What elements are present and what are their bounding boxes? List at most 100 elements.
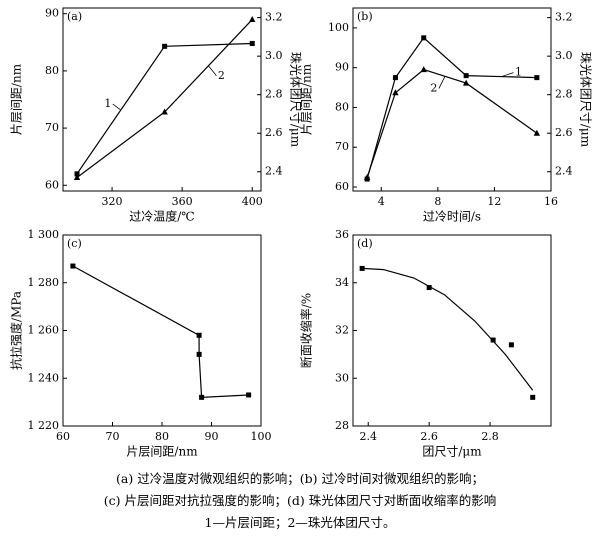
x-tick-label: 400: [242, 195, 263, 208]
data-point: [530, 394, 536, 400]
y-tick-label: 1 260: [28, 324, 60, 337]
plot-frame: [62, 234, 262, 427]
caption-line-3: 1—片层间距；2—珠光体团尺寸。: [204, 515, 396, 530]
x-tick-label: 90: [205, 430, 219, 443]
series-label-2: 2: [218, 69, 225, 82]
series-label-1: 1: [104, 97, 111, 110]
callout-leader: [438, 76, 446, 89]
y2-tick-label: 2.8: [555, 88, 573, 101]
data-point: [199, 394, 205, 400]
y-tick-label: 90: [335, 61, 349, 74]
y2-tick-label: 3.2: [265, 11, 283, 24]
x-tick-label: 100: [251, 430, 272, 443]
data-point: [420, 66, 427, 73]
fit-curve: [362, 267, 534, 391]
data-point: [70, 263, 76, 269]
y-tick-label: 70: [45, 121, 59, 134]
y-tick-label: 1 300: [28, 228, 60, 241]
x-axis-title: 片层间距/nm: [126, 445, 198, 459]
caption-line-2: (c) 片层间距对抗拉强度的影响；(d) 珠光体团尺寸对断面收缩率的影响: [103, 493, 497, 508]
y-tick-label: 1 220: [28, 419, 60, 432]
x-tick-label: 70: [106, 430, 120, 443]
data-point: [359, 265, 365, 271]
y-tick-label: 80: [45, 64, 59, 77]
caption-line-1: (a) 过冷温度对微观组织的影响；(b) 过冷时间对微观组织的影响；: [116, 471, 484, 486]
y-tick-label: 1 240: [28, 371, 60, 384]
y-tick-label: 90: [45, 7, 59, 20]
series-label-1: 1: [515, 66, 522, 79]
x-tick-label: 16: [544, 195, 558, 208]
y2-tick-label: 2.4: [555, 165, 573, 178]
y-tick-label: 70: [335, 140, 349, 153]
data-point: [490, 337, 496, 343]
data-point: [534, 75, 540, 81]
data-point: [161, 108, 168, 115]
x-tick-label: 8: [434, 195, 441, 208]
y-axis-title: 抗拉强度/MPa: [9, 291, 24, 370]
data-point: [249, 16, 256, 23]
data-point: [421, 35, 427, 41]
y2-tick-label: 3.0: [265, 49, 283, 62]
panel-label: (b): [357, 10, 373, 23]
y-axis-title: 片层间距/nm: [10, 63, 24, 135]
data-point: [196, 351, 202, 357]
x-tick-label: 4: [378, 195, 385, 208]
x-axis-title: 过冷温度/℃: [129, 209, 194, 224]
data-point: [162, 43, 168, 49]
data-point: [73, 174, 81, 181]
data-point: [392, 75, 398, 81]
data-point: [462, 79, 470, 86]
y-tick-label: 80: [335, 100, 349, 113]
panel-label: (a): [67, 10, 82, 23]
y-tick-label: 1 280: [28, 276, 60, 289]
data-point: [196, 332, 202, 338]
series-line-1: [366, 36, 537, 180]
y-axis-title: 断面收缩率/%: [299, 293, 314, 368]
data-point: [426, 285, 432, 291]
y-tick-label: 36: [335, 228, 349, 241]
callout-leader: [208, 65, 217, 77]
plot-frame: [352, 7, 552, 192]
x-tick-label: 2.8: [481, 430, 499, 443]
callout-leader: [112, 103, 122, 111]
y-tick-label: 34: [335, 276, 349, 289]
callout-leader: [501, 72, 514, 78]
panel-label: (c): [67, 237, 82, 250]
y-tick-label: 30: [335, 371, 349, 384]
x-tick-label: 360: [172, 195, 193, 208]
x-axis-title: 过冷时间/s: [423, 210, 481, 224]
x-tick-label: 80: [155, 430, 169, 443]
y2-tick-label: 2.8: [265, 88, 283, 101]
data-point: [74, 171, 80, 177]
series-line-1: [72, 265, 249, 399]
data-point: [246, 392, 252, 398]
y-tick-label: 60: [335, 180, 349, 193]
series-label-2: 2: [430, 81, 437, 94]
y-tick-label: 32: [335, 324, 349, 337]
y2-tick-label: 2.4: [265, 165, 283, 178]
series-line-2: [76, 19, 253, 178]
plot-frame: [352, 234, 552, 427]
y2-axis-title: 珠光体团尺寸/μm: [289, 52, 303, 148]
y2-tick-label: 3.0: [555, 49, 573, 62]
y-tick-label: 60: [45, 178, 59, 191]
x-tick-label: 320: [102, 195, 123, 208]
y-axis-title: 片层间距/nm: [300, 63, 314, 135]
panel-label: (d): [357, 237, 373, 250]
y2-axis-title: 珠光体团尺寸/μm: [579, 52, 593, 148]
y-tick-label: 28: [335, 419, 349, 432]
x-tick-label: 12: [487, 195, 501, 208]
data-point: [508, 342, 514, 348]
y-tick-label: 100: [328, 21, 349, 34]
x-tick-label: 60: [56, 430, 70, 443]
y2-tick-label: 2.6: [265, 126, 283, 139]
data-point: [463, 73, 469, 79]
y2-tick-label: 3.2: [555, 11, 573, 24]
data-point: [363, 174, 371, 181]
x-tick-label: 2.6: [420, 430, 438, 443]
x-axis-title: 团尺寸/μm: [422, 445, 482, 459]
data-point: [392, 89, 399, 96]
x-tick-label: 2.4: [359, 430, 377, 443]
y2-tick-label: 2.6: [555, 126, 573, 139]
